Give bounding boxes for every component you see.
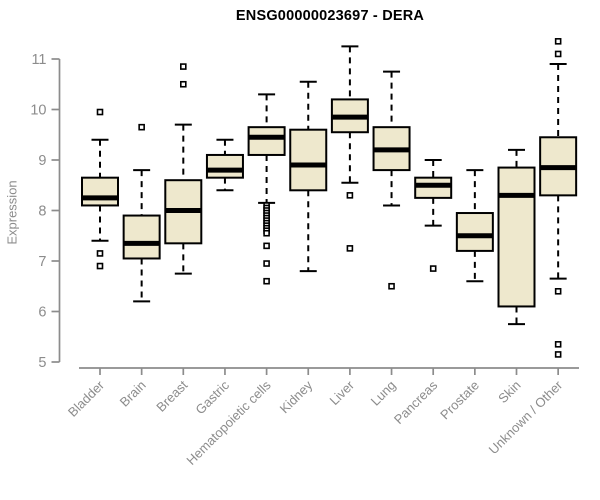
x-tick-label: Pancreas — [391, 377, 441, 427]
outlier-point — [138, 123, 145, 131]
y-tick-label: 7 — [38, 254, 46, 270]
outlier-point — [429, 265, 437, 272]
x-tick-label: Prostate — [437, 378, 482, 423]
x-tick-label: Lung — [368, 378, 399, 409]
y-tick-label: 8 — [38, 204, 46, 220]
outlier-point — [263, 242, 270, 250]
iqr-box — [247, 126, 286, 156]
x-tick-label: Unknown / Other — [486, 377, 566, 457]
iqr-box — [289, 128, 328, 192]
iqr-box — [414, 176, 453, 199]
iqr-box — [455, 212, 494, 252]
outlier-point — [554, 351, 562, 358]
outlier-point — [96, 250, 104, 257]
iqr-box — [122, 214, 161, 260]
outlier-point — [263, 229, 270, 237]
outlier-point — [263, 277, 270, 285]
outlier-point — [554, 38, 562, 45]
outlier-point — [554, 341, 562, 348]
outlier-point — [263, 260, 270, 267]
outlier-point — [554, 50, 562, 58]
x-tick-label: Brain — [117, 378, 149, 410]
iqr-box — [205, 153, 244, 179]
outlier-point — [554, 287, 562, 295]
x-tick-label: Skin — [495, 378, 523, 406]
outlier-point — [388, 282, 395, 290]
x-tick-label: Kidney — [277, 377, 316, 416]
outlier-point — [96, 108, 104, 116]
y-tick-label: 9 — [38, 153, 46, 169]
y-tick-label: 6 — [38, 305, 46, 321]
outlier-point — [346, 245, 354, 252]
iqr-box — [81, 176, 119, 207]
y-tick-label: 5 — [38, 355, 46, 371]
outlier-point — [180, 63, 187, 70]
x-tick-label: Breast — [153, 377, 190, 414]
outlier-point — [96, 262, 104, 270]
outlier-point — [180, 80, 187, 88]
iqr-box — [497, 166, 536, 308]
x-tick-label: Gastric — [192, 377, 232, 417]
x-tick-label: Bladder — [65, 377, 108, 420]
outlier-point — [346, 192, 354, 199]
y-tick-label: 11 — [31, 52, 46, 68]
x-tick-label: Liver — [326, 377, 357, 408]
chart-title: ENSG00000023697 - DERA — [235, 8, 425, 24]
y-tick-label: 10 — [30, 103, 46, 119]
